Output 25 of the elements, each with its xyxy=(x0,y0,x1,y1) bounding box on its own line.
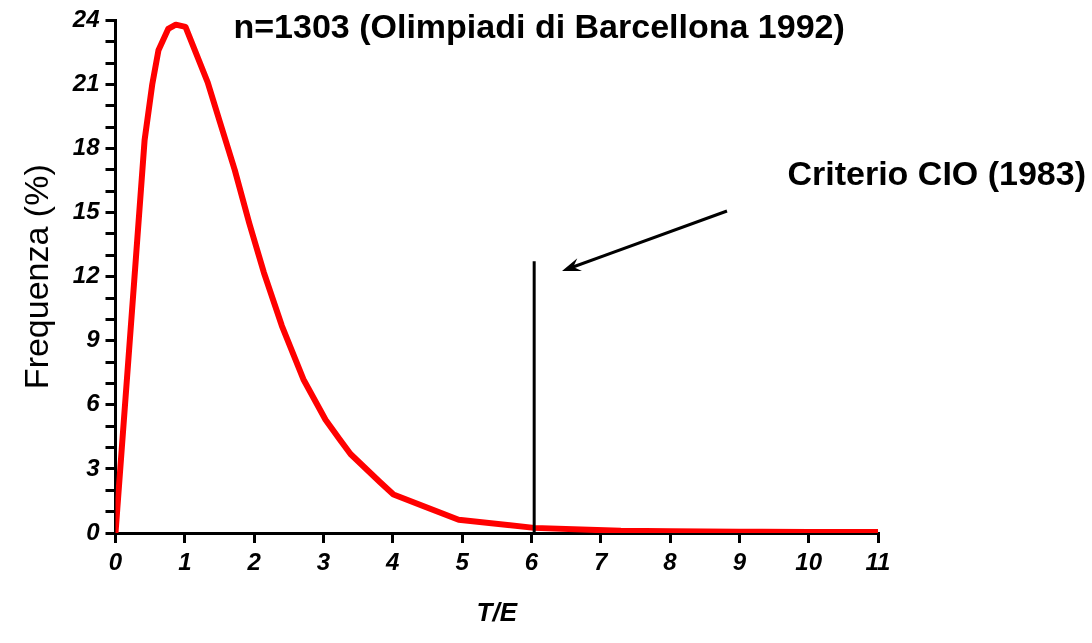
x-tick-label: 0 xyxy=(108,548,123,576)
x-tick-label: 11 xyxy=(865,548,891,576)
y-tick-label: 3 xyxy=(86,453,101,481)
y-tick-label: 15 xyxy=(72,197,101,225)
x-tick-label: 7 xyxy=(594,548,610,576)
y-tick-label: 6 xyxy=(86,389,101,417)
y-tick-label: 12 xyxy=(72,261,101,289)
x-tick-label: 5 xyxy=(455,548,470,576)
y-tick-label: 18 xyxy=(72,133,101,161)
x-axis-title: T/E xyxy=(476,596,518,627)
x-tick-label: 10 xyxy=(795,548,823,576)
ref-line-label: Criterio CIO (1983) xyxy=(787,154,1086,193)
y-tick-label: 21 xyxy=(71,69,100,97)
x-tick-label: 6 xyxy=(524,548,539,576)
x-tick-label: 8 xyxy=(663,548,678,576)
y-tick-label: 9 xyxy=(86,325,101,353)
x-tick-label: 9 xyxy=(732,548,747,576)
y-axis-title: Frequenza (%) xyxy=(16,164,55,390)
y-tick-label: 0 xyxy=(86,517,101,545)
x-tick-label: 4 xyxy=(385,548,400,576)
x-tick-label: 3 xyxy=(316,548,331,576)
y-tick-label: 24 xyxy=(71,5,100,33)
x-tick-label: 2 xyxy=(246,548,262,576)
x-tick-label: 1 xyxy=(178,548,192,576)
chart-title: n=1303 (Olimpiadi di Barcellona 1992) xyxy=(233,7,845,46)
